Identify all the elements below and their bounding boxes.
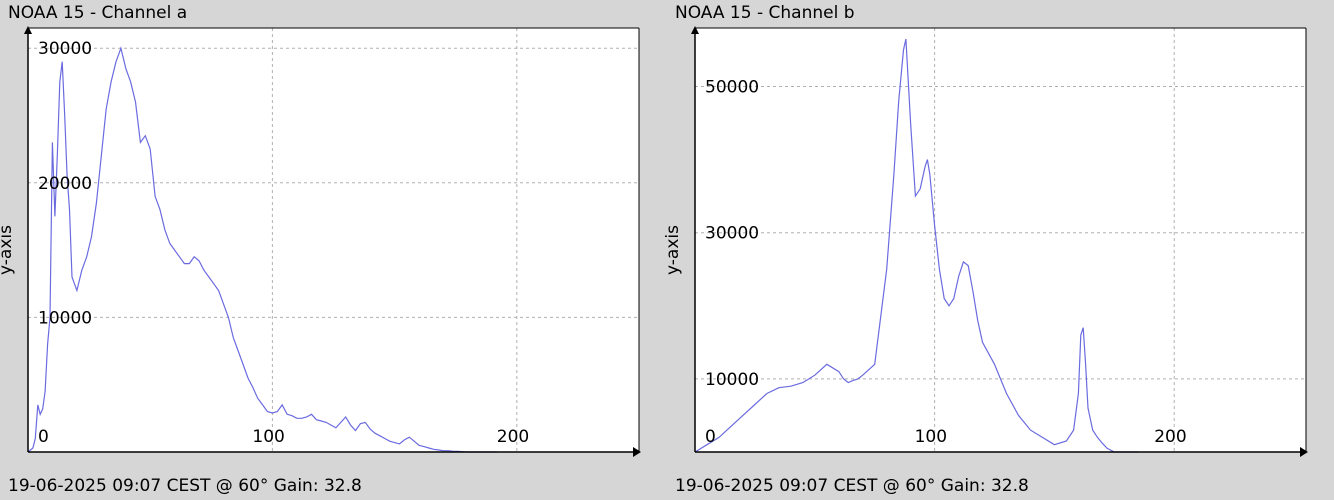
x-tick-label: 0	[705, 427, 716, 447]
chart-plot-a: 0 100 200 10000 20000 30000	[24, 26, 641, 457]
x-tick-label: 0	[38, 427, 49, 447]
y-tick-label: 30000	[38, 39, 92, 59]
plot-area	[695, 28, 1306, 452]
series-line	[27, 46, 498, 453]
y-axis-arrow	[24, 26, 32, 34]
chart-panel-b: NOAA 15 - Channel b y-axis 0 100 200 10000 3…	[663, 0, 1334, 500]
y-axis-arrow	[691, 26, 699, 34]
x-tick-label: 100	[252, 427, 284, 447]
plot-area	[28, 28, 639, 452]
x-tick-label: 100	[915, 427, 947, 447]
x-tick-label: 200	[1154, 427, 1186, 447]
x-axis-arrow	[1300, 447, 1308, 457]
y-tick-label: 10000	[38, 308, 92, 328]
y-tick-label: 30000	[705, 224, 759, 244]
chart-plot-b: 0 100 200 10000 30000 50000	[691, 26, 1308, 457]
chart-title: NOAA 15 - Channel a	[8, 3, 188, 23]
chart-footer: 19-06-2025 09:07 CEST @ 60° Gain: 32.8	[8, 476, 362, 496]
y-tick-label: 50000	[705, 77, 759, 97]
y-tick-label: 10000	[705, 370, 759, 390]
x-tick-label: 200	[497, 427, 529, 447]
chart-panel-a: NOAA 15 - Channel a y-axis 0 100 200 10000 2…	[0, 3, 641, 496]
y-tick-label: 20000	[38, 174, 92, 194]
chart-title: NOAA 15 - Channel b	[675, 3, 855, 23]
x-axis-arrow	[633, 447, 641, 457]
chart-footer: 19-06-2025 09:07 CEST @ 60° Gain: 32.8	[675, 476, 1029, 496]
series-line	[694, 38, 1139, 453]
